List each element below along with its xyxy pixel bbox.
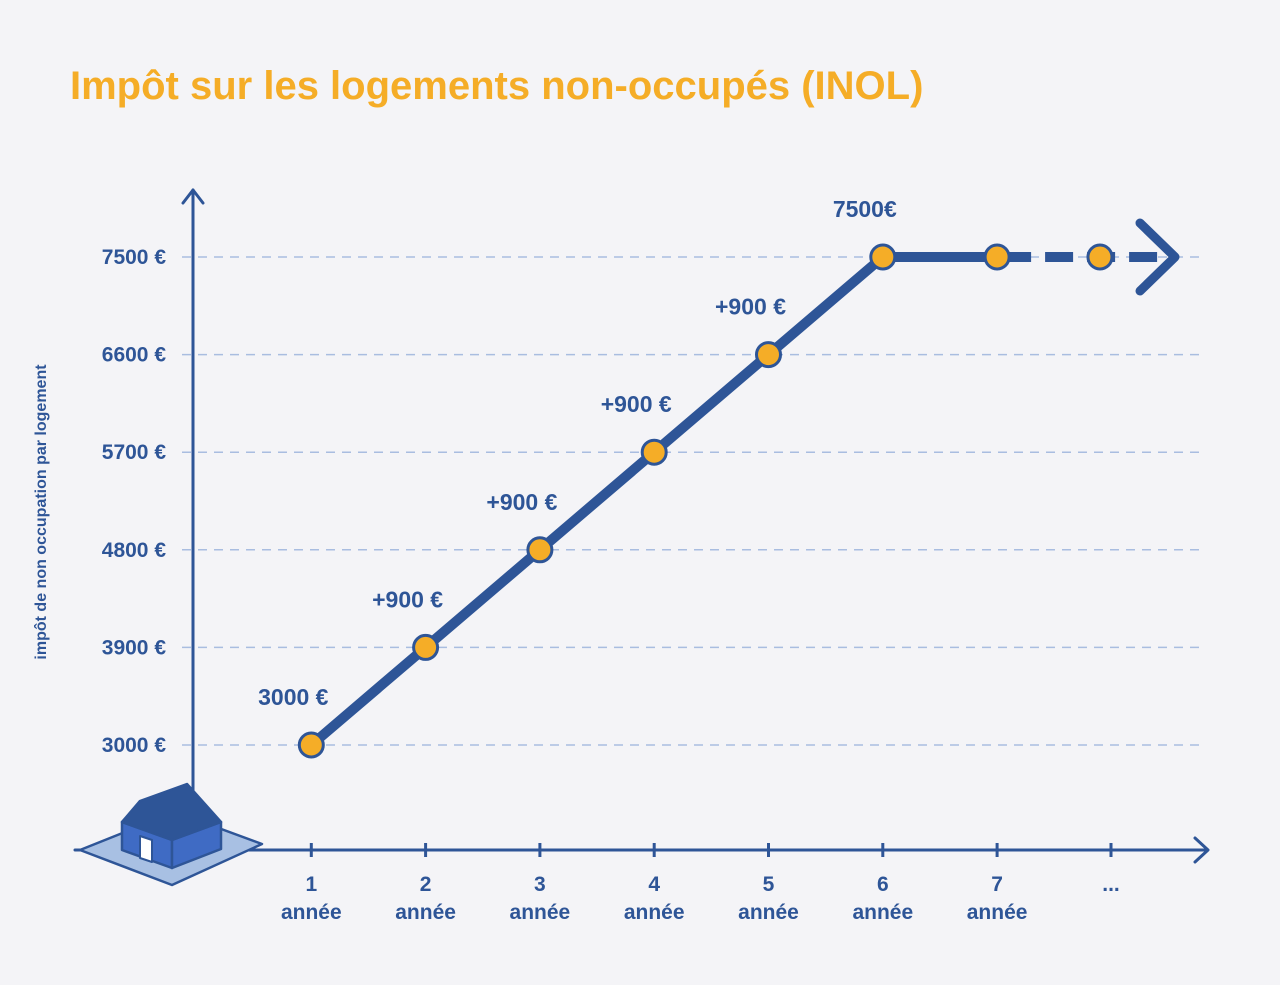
y-tick-labels: 3000 € 3900 € 4800 € 5700 € 6600 € 7500 €: [102, 246, 167, 757]
x-tick-unit: année: [624, 901, 685, 924]
annotation-label: +900 €: [715, 294, 786, 320]
annotations: 3000 € +900 € +900 € +900 € +900 € 7500€: [258, 196, 897, 710]
x-tick-labels: 1 année 2 année 3 année 4 année 5 année 6 année 7 ann…: [281, 843, 1120, 924]
data-point: [526, 536, 554, 564]
data-point: [755, 341, 782, 369]
y-tick-label: 5700 €: [102, 441, 167, 464]
x-tick-unit: année: [510, 901, 571, 924]
x-tick-number: 6: [877, 873, 889, 896]
y-axis-label: impôt de non occupation par logement: [33, 364, 50, 660]
data-point: [983, 243, 1011, 271]
annotation-label: +900 €: [372, 586, 443, 612]
annotation-label: +900 €: [601, 391, 672, 417]
x-tick-number: ...: [1102, 873, 1120, 896]
data-point: [1086, 243, 1114, 271]
data-point: [297, 731, 325, 759]
axes: [73, 188, 1210, 864]
x-tick-unit: année: [738, 901, 799, 924]
x-tick-number: 4: [648, 873, 660, 896]
x-tick-unit: année: [852, 901, 913, 924]
y-tick-label: 3900 €: [102, 636, 167, 659]
data-points: [297, 243, 1114, 759]
annotation-label: 7500€: [833, 196, 897, 222]
grid-lines: [182, 256, 1203, 746]
annotation-label: 3000 €: [258, 684, 329, 710]
continuation-arrow: [1135, 218, 1180, 296]
x-tick-unit: année: [281, 901, 342, 924]
x-tick-number: 5: [763, 873, 775, 896]
x-tick-number: 2: [420, 873, 432, 896]
data-point: [869, 243, 897, 271]
y-tick-label: 6600 €: [102, 344, 167, 367]
annotation-label: +900 €: [486, 489, 557, 515]
x-tick-number: 1: [305, 873, 317, 896]
y-axis-arrow: [181, 188, 205, 205]
y-tick-label: 7500 €: [102, 246, 167, 269]
y-tick-label: 3000 €: [102, 734, 167, 757]
chart-title: Impôt sur les logements non-occupés (INO…: [70, 64, 923, 108]
x-tick-unit: année: [967, 901, 1028, 924]
y-tick-label: 4800 €: [102, 539, 167, 562]
x-tick-number: 3: [534, 873, 546, 896]
data-point: [412, 633, 440, 661]
x-tick-unit: année: [395, 901, 456, 924]
series-line-solid: [306, 252, 1003, 750]
x-axis-arrow: [1193, 836, 1210, 864]
house-icon: [78, 782, 264, 887]
x-tick-number: 7: [991, 873, 1003, 896]
data-point: [640, 438, 668, 466]
